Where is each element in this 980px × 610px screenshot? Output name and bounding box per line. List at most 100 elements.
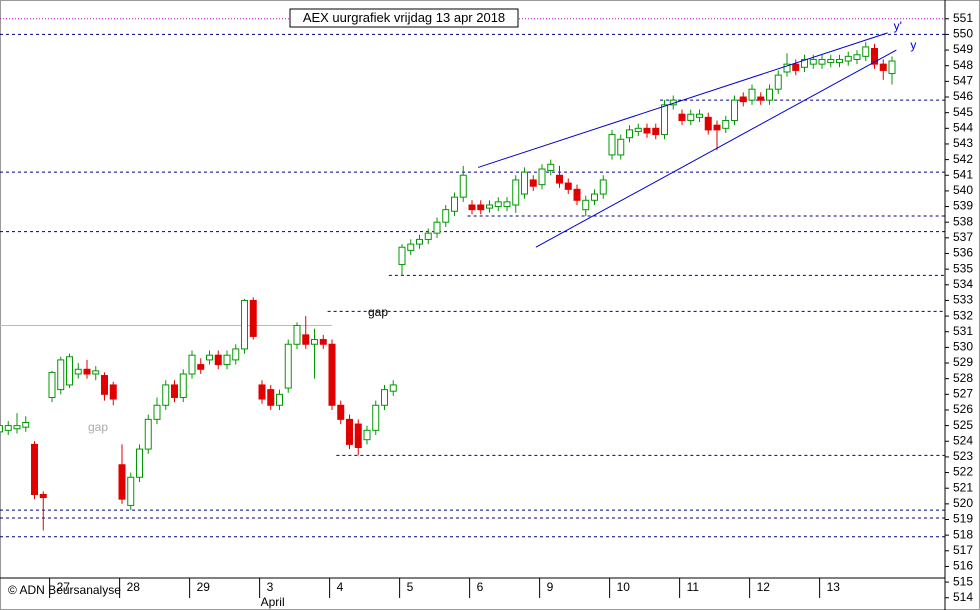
candle-body-down [757, 96, 765, 101]
x-tick-label: 11 [687, 580, 700, 594]
candle-body-down [477, 204, 485, 211]
candle-body-down [337, 404, 345, 420]
candle-body-down [713, 124, 721, 131]
x-tick-label: 12 [757, 580, 771, 594]
candle-body-down [328, 343, 336, 406]
y-tick-label: 548 [953, 58, 973, 72]
candle-body-down [529, 179, 537, 187]
candle-body-up [494, 201, 502, 208]
candle-body-up [92, 370, 100, 375]
candle-body-up [827, 58, 835, 64]
candle-body-up [459, 174, 467, 198]
candle-body-up [232, 348, 240, 361]
candle-body-up [153, 404, 161, 420]
candle-body-up [617, 138, 625, 156]
candle-body-up [521, 171, 528, 195]
month-label: April [261, 595, 285, 609]
y-tick-label: 549 [953, 42, 973, 56]
candle-body-up [836, 58, 843, 64]
y-tick-label: 528 [953, 371, 973, 385]
y-tick-label: 515 [953, 574, 973, 588]
y-tick-label: 543 [953, 136, 973, 150]
candle-body-up [127, 476, 135, 506]
candle-body-up [722, 119, 730, 129]
y-tick-label: 536 [953, 246, 973, 260]
y-tick-label: 522 [953, 465, 973, 479]
x-tick-label: 10 [617, 580, 631, 594]
trendline-label: y' [894, 19, 902, 33]
candle-body-down [354, 423, 362, 449]
annotation: gap [88, 420, 108, 434]
candle-body-up [696, 113, 703, 118]
candle-body-down [302, 334, 310, 345]
x-tick-label: 9 [547, 580, 554, 594]
y-tick-label: 542 [953, 152, 973, 166]
candle-body-up [626, 129, 633, 139]
candle-body-down [118, 464, 126, 500]
y-tick-label: 541 [953, 167, 973, 181]
candle-body-down [83, 368, 91, 375]
candle-body-up [748, 88, 756, 101]
y-tick-label: 516 [953, 559, 973, 573]
candle-body-down [652, 127, 660, 136]
candle-body-up [162, 384, 170, 406]
x-tick-label: 6 [477, 580, 484, 594]
x-tick-label: 3 [267, 580, 274, 594]
candle-body-up [389, 384, 397, 392]
candle-body-up [687, 113, 695, 121]
x-tick-label: 29 [197, 580, 211, 594]
candle-body-down [871, 48, 878, 65]
candle-body-up [188, 354, 196, 375]
y-tick-label: 535 [953, 261, 973, 275]
candle-body-up [512, 179, 520, 206]
y-tick-label: 529 [953, 355, 973, 369]
candle-body-down [678, 113, 686, 121]
candle-body-up [853, 54, 861, 60]
candle-body-up [818, 58, 826, 65]
candle-body-down [564, 182, 572, 190]
candle-body-up [888, 60, 896, 75]
candle-body-up [372, 404, 380, 431]
candle-body-down [704, 116, 712, 131]
y-tick-label: 517 [953, 543, 973, 557]
x-tick-label: 5 [407, 580, 414, 594]
candle-body-up [223, 354, 231, 366]
candle-body-up [293, 324, 301, 345]
candle-body-up [284, 343, 292, 389]
candle-body-up [591, 193, 598, 201]
candle-body-up [57, 359, 65, 391]
candle-body-up [486, 204, 493, 209]
candle-body-up [809, 58, 817, 65]
candle-body-down [109, 384, 117, 400]
y-tick-label: 526 [953, 402, 973, 416]
y-tick-label: 518 [953, 527, 973, 541]
candle-body-up [276, 393, 283, 406]
y-tick-label: 551 [953, 11, 973, 25]
candle-body-down [739, 96, 747, 103]
y-tick-label: 545 [953, 105, 973, 119]
credit: © ADN Beursanalyse [8, 583, 121, 597]
y-tick-label: 546 [953, 89, 973, 103]
candle-body-up [4, 425, 12, 431]
candle-body-up [381, 389, 388, 406]
candle-body-down [214, 354, 222, 366]
candle-body-down [39, 493, 47, 499]
candle-body-up [503, 201, 511, 208]
candle-body-up [608, 134, 616, 156]
y-tick-label: 537 [953, 230, 973, 244]
candle-body-up [538, 168, 546, 186]
candle-body-up [407, 243, 415, 251]
candle-body-up [634, 127, 642, 132]
candle-body-down [197, 364, 205, 370]
annotation: gap [368, 305, 388, 319]
candle-body-up [451, 196, 458, 212]
y-tick-label: 534 [953, 277, 973, 291]
candle-body-up [661, 104, 668, 136]
candle-body-up [783, 63, 791, 73]
y-tick-label: 540 [953, 183, 973, 197]
chart-title: AEX uurgrafiek vrijdag 13 apr 2018 [303, 10, 505, 25]
y-tick-label: 532 [953, 308, 973, 322]
x-tick-label: 13 [827, 580, 841, 594]
candle-body-down [171, 384, 178, 398]
candle-body-down [319, 339, 327, 345]
